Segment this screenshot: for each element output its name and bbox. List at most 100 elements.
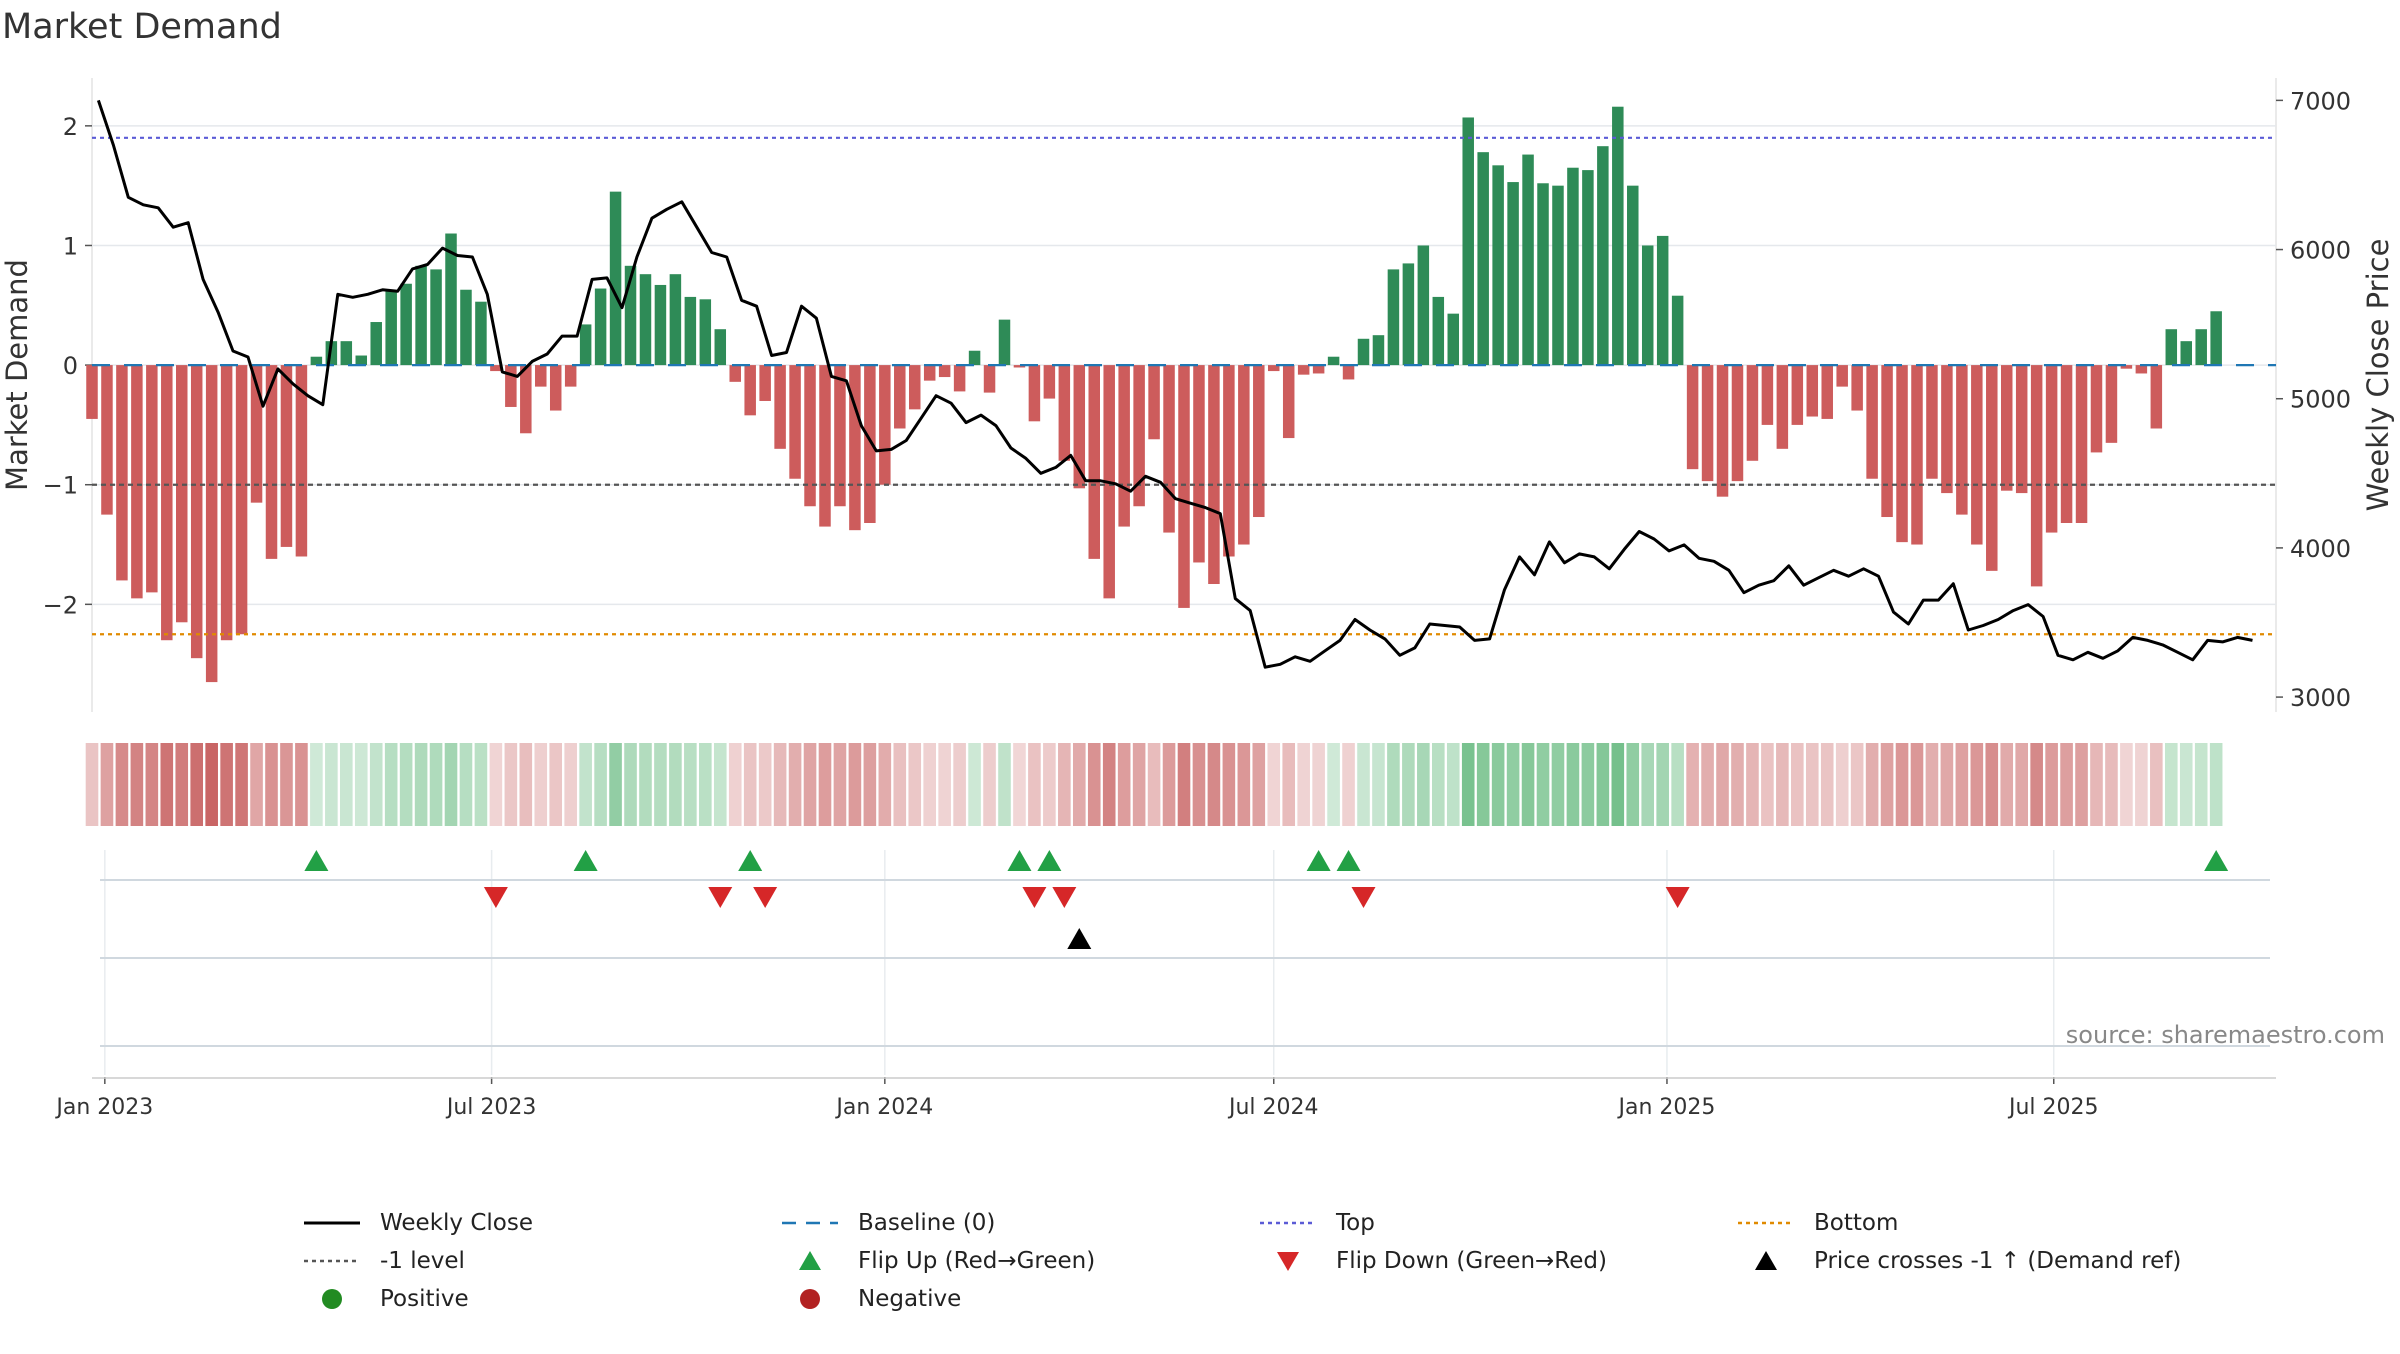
legend-label: Bottom — [1814, 1210, 1899, 1236]
demand-bar — [1926, 365, 1938, 479]
source-note: source: sharemaestro.com — [2066, 1021, 2385, 1049]
demand-bar — [579, 324, 592, 366]
heatmap-cell — [1222, 743, 1236, 826]
legend-item-bottom: Bottom — [1734, 1205, 1898, 1241]
flip-down-marker — [1665, 887, 1690, 908]
demand-bar — [370, 322, 382, 366]
heatmap-cell — [863, 743, 877, 826]
price-cross-marker — [1067, 928, 1092, 949]
y-tick-label: 1 — [63, 232, 78, 260]
heatmap-cell — [145, 743, 159, 826]
demand-bar — [998, 319, 1011, 366]
demand-bar — [1671, 295, 1684, 366]
demand-bar — [1253, 365, 1265, 518]
legend-label: -1 level — [380, 1248, 465, 1274]
demand-bar — [161, 365, 173, 641]
demand-bar — [1013, 365, 1026, 368]
heatmap-cell — [579, 743, 592, 826]
heatmap-cell — [1970, 743, 1984, 826]
demand-bar — [938, 365, 951, 378]
heatmap-cell — [235, 743, 248, 826]
heatmap-cell — [1058, 743, 1071, 826]
demand-bar — [340, 341, 353, 366]
heatmap-cell — [250, 743, 263, 826]
y-tick-label: −1 — [43, 472, 78, 500]
y2-tick-label: 6000 — [2290, 237, 2351, 265]
flip-down-marker — [753, 887, 778, 908]
heatmap-cell — [1656, 743, 1669, 826]
legend-item-minus-one-level: -1 level — [300, 1243, 465, 1279]
legend-label: Positive — [380, 1286, 469, 1312]
heatmap-cell — [325, 743, 338, 826]
heatmap-cell — [1312, 743, 1325, 826]
heatmap-cell — [818, 743, 832, 826]
demand-bar — [1941, 365, 1953, 494]
demand-bar — [385, 290, 397, 366]
demand-bar — [131, 365, 143, 599]
heatmap-cell — [1237, 743, 1251, 826]
demand-bar — [1911, 365, 1923, 545]
heatmap-cell — [2209, 743, 2223, 826]
demand-bar — [1597, 146, 1609, 366]
heatmap-cell — [1072, 743, 1086, 826]
heatmap-cell — [1701, 743, 1714, 826]
demand-bar — [1806, 365, 1819, 417]
y-tick-label: 2 — [63, 113, 78, 141]
demand-bar — [265, 365, 278, 559]
demand-bar — [1432, 296, 1445, 366]
heatmap-cell — [669, 743, 682, 826]
demand-bar — [639, 274, 652, 366]
demand-bar — [535, 365, 547, 387]
heatmap-cell — [893, 743, 907, 826]
heatmap-cell — [953, 743, 966, 826]
legend-item-positive: Positive — [300, 1281, 469, 1317]
demand-bar — [146, 365, 158, 593]
demand-bar — [834, 365, 846, 507]
demand-bar — [1986, 365, 1998, 571]
legend-price-cross-icon — [1755, 1251, 1777, 1270]
demand-bar — [564, 365, 577, 387]
heatmap-cell — [968, 743, 981, 826]
demand-bar — [2135, 365, 2148, 374]
heatmap-cell — [743, 743, 757, 826]
heatmap-cell — [190, 743, 204, 826]
x-tick-label: Jan 2025 — [1617, 1095, 1716, 1120]
heatmap-cell — [998, 743, 1011, 826]
y-axis-label: Market Demand — [0, 259, 34, 491]
heatmap-cell — [1791, 743, 1804, 826]
demand-bar — [1178, 365, 1190, 608]
demand-bar — [2150, 365, 2163, 429]
demand-bar — [804, 365, 816, 507]
demand-bar — [669, 274, 682, 366]
demand-bar — [1447, 313, 1460, 366]
heatmap-cell — [1177, 743, 1191, 826]
heatmap-cell — [1820, 743, 1834, 826]
heatmap-cell — [429, 743, 443, 826]
flip-up-marker — [1336, 850, 1361, 871]
legend-label: Weekly Close — [380, 1210, 533, 1236]
demand-bar — [250, 365, 263, 503]
heatmap-cell — [1611, 743, 1625, 826]
heatmap-cell — [310, 743, 323, 826]
demand-bar — [1477, 152, 1489, 366]
flip-down-marker — [1351, 887, 1376, 908]
demand-bar — [325, 341, 338, 366]
heatmap-cell — [1776, 743, 1789, 826]
demand-bar — [1956, 365, 1968, 515]
legend-positive-icon — [322, 1289, 342, 1309]
legend-label: Flip Up (Red→Green) — [858, 1248, 1096, 1274]
heatmap-cell — [369, 743, 383, 826]
demand-bar — [1028, 365, 1041, 422]
demand-bar — [1133, 365, 1145, 507]
legend-price-cross-marker — [1755, 1251, 1777, 1270]
heatmap-cell — [1491, 743, 1505, 826]
heatmap-cell — [295, 743, 308, 826]
chart-marks: 2 1 0 −1 −2 7000 6000 5000 4000 3000 Jan 2023 Jul 2… — [43, 78, 2351, 1120]
flip-up-marker — [573, 850, 598, 871]
heatmap-cell — [1955, 743, 1969, 826]
demand-bar — [1058, 365, 1071, 461]
demand-bar — [789, 365, 801, 479]
demand-bar — [1537, 183, 1549, 366]
